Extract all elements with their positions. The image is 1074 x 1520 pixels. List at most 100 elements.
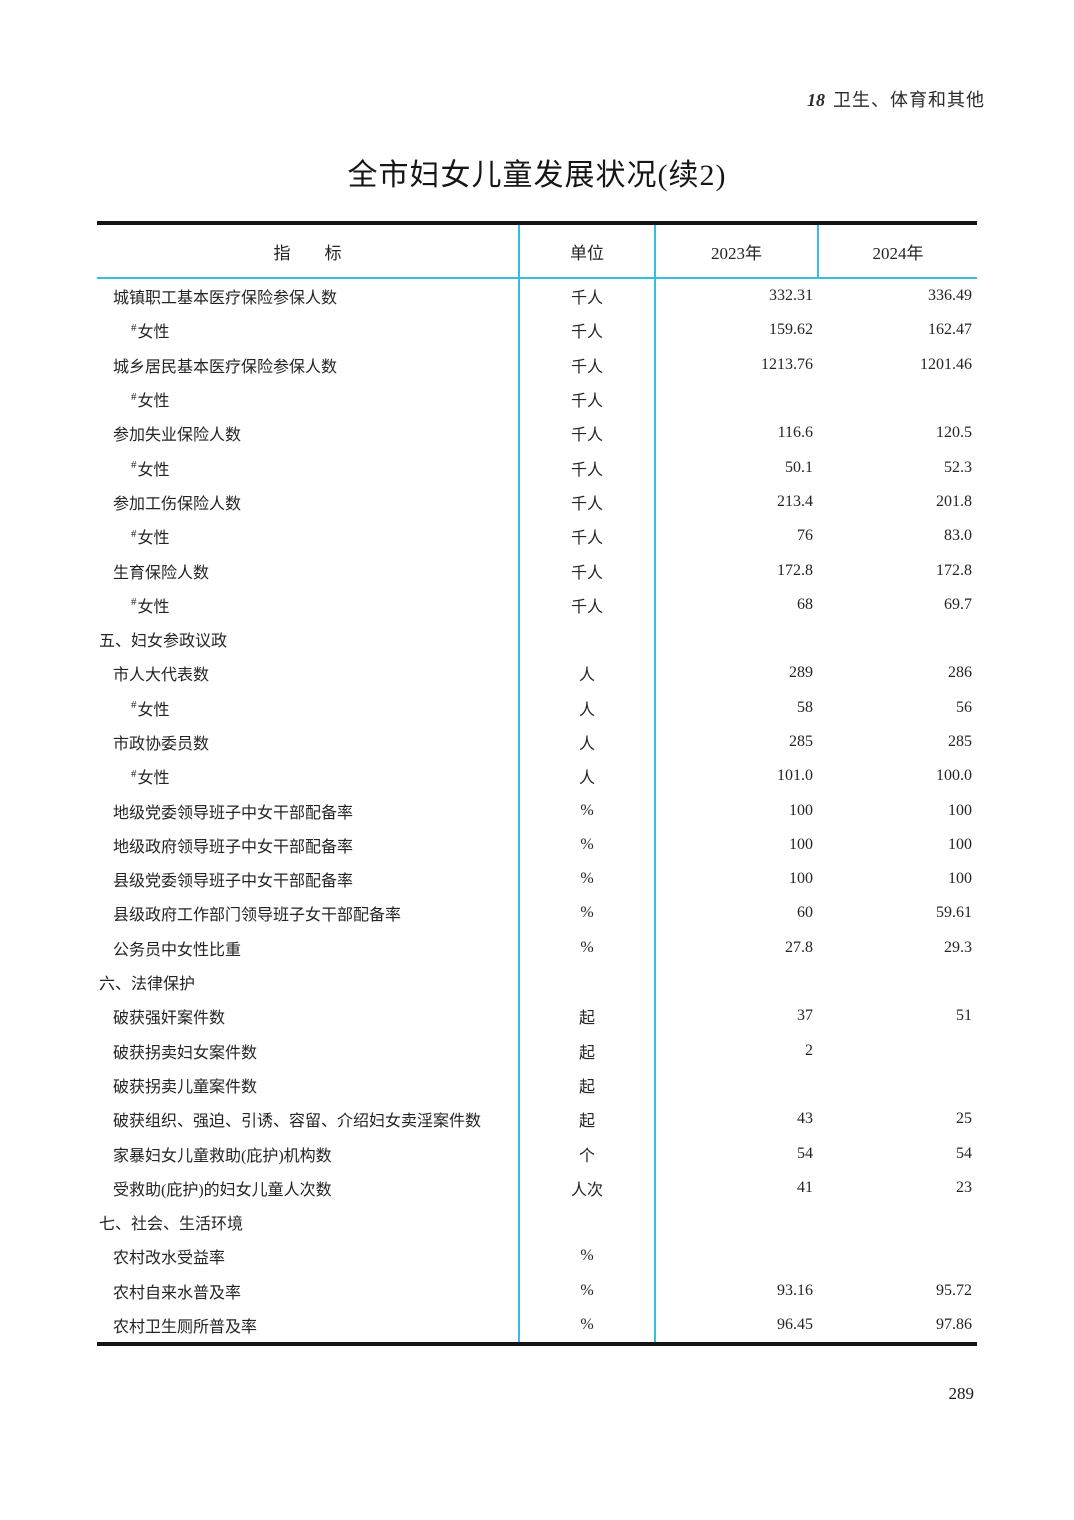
value-2023-cell xyxy=(655,1239,818,1273)
hash-mark: # xyxy=(131,322,137,335)
indicator-cell: 市政协委员数 xyxy=(97,724,520,760)
table-row: 地级政府领导班子中女干部配备率% 100 100 xyxy=(97,827,977,863)
unit-cell: 起 xyxy=(519,999,656,1034)
indicator-cell: #女性 xyxy=(97,519,520,554)
table-row: #女性 千人 76 83.0 xyxy=(97,519,977,554)
table-row: 县级政府工作部门领导班子女干部配备率% 60 59.61 xyxy=(97,896,977,931)
unit-cell: % xyxy=(519,827,656,863)
unit-cell: % xyxy=(519,1273,656,1308)
unit-cell: 人次 xyxy=(519,1170,656,1206)
chapter-title: 卫生、体育和其他 xyxy=(833,90,985,110)
value-2024-cell: 25 xyxy=(956,1110,972,1128)
value-2024-cell: 336.49 xyxy=(928,287,972,305)
table-row: 家暴妇女儿童救助(庇护)机构数个 54 54 xyxy=(97,1136,977,1171)
indicator-cell: #女性 xyxy=(97,690,520,725)
table-row: #女性 千人 68 69.7 xyxy=(97,587,977,622)
value-2024-cell: 83.0 xyxy=(944,527,972,545)
value-2023-cell: 100 xyxy=(789,801,813,819)
table-row: 受救助(庇护)的妇女儿童人次数 人次 41 23 xyxy=(97,1170,977,1206)
indicator-cell: 县级政府工作部门领导班子女干部配备率 xyxy=(97,896,520,931)
value-2024-cell: 95.72 xyxy=(936,1281,972,1299)
value-2024-cell: 51 xyxy=(956,1007,972,1025)
indicator-cell: #女性 xyxy=(97,381,520,417)
unit-cell: 人 xyxy=(519,759,656,794)
value-2024-cell: 52.3 xyxy=(944,458,972,476)
unit-cell: % xyxy=(519,930,656,965)
indicator-cell: #女性 xyxy=(97,313,520,348)
unit-cell: 起 xyxy=(519,1033,656,1068)
unit-cell: 个 xyxy=(519,1136,656,1171)
table-row: 农村卫生厕所普及率% 96.45 97.86 xyxy=(97,1307,977,1345)
indicator-cell: 地级政府领导班子中女干部配备率 xyxy=(97,827,520,863)
value-2024-cell xyxy=(818,1034,977,1068)
indicator-cell: 五、妇女参政议政 xyxy=(97,621,520,657)
unit-cell: 人 xyxy=(519,656,656,691)
table-row: 农村改水受益率% xyxy=(97,1239,977,1274)
value-2023-cell: 289 xyxy=(789,664,813,682)
value-2023-cell: 58 xyxy=(797,698,813,716)
value-2023-cell xyxy=(655,382,818,416)
value-2023-cell: 43 xyxy=(797,1110,813,1128)
table-row: 市人大代表数人 289 286 xyxy=(97,656,977,691)
chapter-number: 18 xyxy=(807,90,825,110)
table-row: #女性人 58 56 xyxy=(97,690,977,725)
header-2023: 2023年 xyxy=(655,223,819,279)
value-2023-cell: 2 xyxy=(805,1041,813,1059)
value-2024-cell: 285 xyxy=(948,733,972,750)
value-2023-cell: 50.1 xyxy=(785,458,813,476)
value-2023-cell: 96.45 xyxy=(777,1316,813,1334)
value-2023-cell: 37 xyxy=(797,1007,813,1025)
unit-cell: % xyxy=(519,862,656,897)
value-2023-cell: 76 xyxy=(797,527,813,545)
unit-cell: % xyxy=(519,1239,656,1274)
table-row: #女性 千人 50.1 52.3 xyxy=(97,450,977,485)
table-row: 破获组织、强迫、引诱、容留、介绍妇女卖淫案件数起 43 25 xyxy=(97,1102,977,1137)
value-2024-cell: 100 xyxy=(948,870,972,888)
indicator-cell: 参加失业保险人数 xyxy=(97,416,520,451)
table-row: #女性人 101.0 100.0 xyxy=(97,759,977,794)
value-2023-cell: 159.62 xyxy=(769,321,813,339)
unit-cell: 千人 xyxy=(519,347,656,382)
value-2023-cell xyxy=(655,622,818,656)
value-2024-cell xyxy=(818,1205,977,1239)
indicator-cell: 七、社会、生活环境 xyxy=(97,1205,520,1240)
statistics-table: 指 标 单位 2023年 2024年 城镇职工基本医疗保险参保人数 千人 332.3… xyxy=(97,221,977,1347)
value-2024-cell: 201.8 xyxy=(936,492,972,510)
value-2023-cell: 41 xyxy=(797,1178,813,1196)
table-row: 破获强奸案件数起 37 51 xyxy=(97,999,977,1034)
value-2023-cell xyxy=(655,965,818,999)
indicator-cell: 城乡居民基本医疗保险参保人数 xyxy=(97,347,520,382)
unit-cell: 千人 xyxy=(519,313,656,348)
value-2024-cell: 54 xyxy=(956,1144,972,1162)
value-2023-cell: 101.0 xyxy=(777,767,813,785)
table-row: 七、社会、生活环境 xyxy=(97,1205,977,1240)
value-2024-cell xyxy=(818,965,977,999)
table-row: 生育保险人数 千人 172.8 172.8 xyxy=(97,553,977,588)
value-2023-cell: 27.8 xyxy=(785,938,813,956)
indicator-cell: 农村改水受益率 xyxy=(97,1239,520,1274)
unit-cell xyxy=(519,964,656,1000)
value-2024-cell xyxy=(818,622,977,656)
indicator-cell: 市人大代表数 xyxy=(97,656,520,691)
hash-mark: # xyxy=(131,390,137,403)
unit-cell xyxy=(519,621,656,657)
table-row: 公务员中女性比重% 27.8 29.3 xyxy=(97,930,977,965)
indicator-cell: 六、法律保护 xyxy=(97,964,520,1000)
header-2024: 2024年 xyxy=(818,223,977,279)
table-row: 参加失业保险人数 千人 116.6 120.5 xyxy=(97,416,977,451)
indicator-cell: 破获强奸案件数 xyxy=(97,999,520,1034)
value-2024-cell: 56 xyxy=(956,698,972,716)
unit-cell: 千人 xyxy=(519,450,656,485)
table-row: 破获拐卖妇女案件数起 2 xyxy=(97,1033,977,1068)
value-2024-cell: 59.61 xyxy=(936,904,972,922)
table-row: 城镇职工基本医疗保险参保人数 千人 332.31 336.49 xyxy=(97,278,977,314)
value-2023-cell xyxy=(655,1068,818,1102)
indicator-cell: #女性 xyxy=(97,587,520,622)
hash-mark: # xyxy=(131,596,137,609)
table-body: 城镇职工基本医疗保险参保人数 千人 332.31 336.49 #女性 千人 159.62 1… xyxy=(97,278,977,1345)
value-2024-cell: 162.47 xyxy=(928,321,972,339)
indicator-cell: 农村自来水普及率 xyxy=(97,1273,520,1308)
table-row: 地级党委领导班子中女干部配备率% 100 100 xyxy=(97,793,977,828)
indicator-cell: 县级党委领导班子中女干部配备率 xyxy=(97,862,520,897)
table-row: 农村自来水普及率% 93.16 95.72 xyxy=(97,1273,977,1308)
